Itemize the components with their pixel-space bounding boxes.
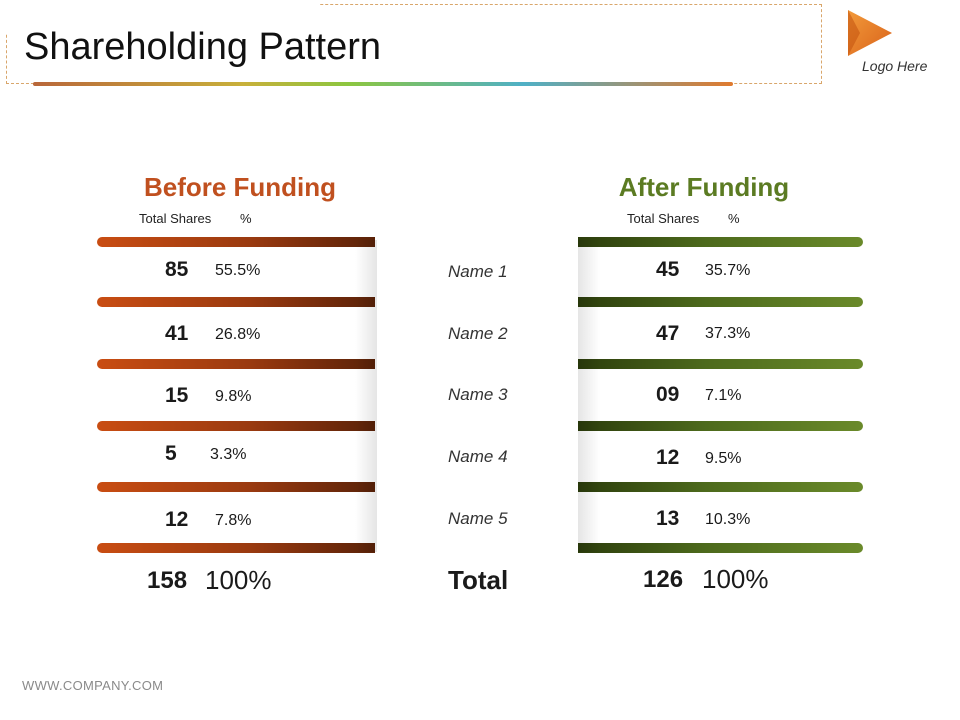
after-shares-2: 47 — [656, 322, 680, 345]
shareholder-name-5: Name 5 — [448, 509, 508, 528]
before-shares-5: 12 — [165, 508, 189, 531]
before-total-pct: 100% — [205, 565, 272, 595]
before-pct-1: 55.5% — [215, 262, 261, 279]
after-pct-1: 35.7% — [705, 262, 751, 279]
play-triangle-icon — [848, 10, 892, 56]
total-label: Total — [448, 565, 509, 595]
footer-url: WWW.COMPANY.COM — [22, 678, 164, 693]
before-panel-shadow — [355, 240, 377, 552]
before-col-shares-label: Total Shares — [139, 211, 212, 226]
after-divider-bar — [578, 359, 863, 369]
title-underline — [33, 82, 733, 86]
before-pct-4: 3.3% — [210, 446, 247, 463]
before-pct-3: 9.8% — [215, 388, 252, 405]
before-divider-bar — [97, 359, 375, 369]
after-col-pct-label: % — [728, 211, 740, 226]
after-pct-4: 9.5% — [705, 450, 742, 467]
title-frame-mask — [0, 0, 320, 34]
before-divider-bar — [97, 482, 375, 492]
before-shares-3: 15 — [165, 384, 189, 407]
shareholder-name-1: Name 1 — [448, 262, 508, 281]
before-col-pct-label: % — [240, 211, 252, 226]
before-shares-2: 41 — [165, 322, 189, 345]
after-funding-heading: After Funding — [618, 172, 790, 202]
after-shares-1: 45 — [656, 258, 680, 281]
shareholder-name-3: Name 3 — [448, 385, 508, 404]
after-total-pct: 100% — [702, 564, 769, 594]
after-shares-5: 13 — [656, 507, 680, 530]
logo-text: Logo Here — [862, 58, 928, 74]
before-funding-heading: Before Funding — [143, 172, 337, 202]
before-divider-bar — [97, 543, 375, 553]
after-pct-2: 37.3% — [705, 325, 751, 342]
shareholder-name-2: Name 2 — [448, 324, 508, 343]
before-divider-bar — [97, 297, 375, 307]
after-divider-bar — [578, 421, 863, 431]
before-pct-5: 7.8% — [215, 512, 252, 529]
after-shares-3: 09 — [656, 383, 680, 406]
after-divider-bar — [578, 297, 863, 307]
before-divider-bar — [97, 237, 375, 247]
before-pct-2: 26.8% — [215, 326, 261, 343]
before-divider-bar — [97, 421, 375, 431]
after-divider-bar — [578, 237, 863, 247]
after-shares-4: 12 — [656, 446, 680, 469]
before-shares-4: 5 — [165, 442, 177, 465]
page-title: Shareholding Pattern — [24, 26, 382, 68]
before-shares-1: 85 — [165, 258, 189, 281]
after-panel-shadow — [578, 240, 600, 552]
after-pct-3: 7.1% — [705, 387, 742, 404]
after-divider-bar — [578, 543, 863, 553]
shareholder-name-4: Name 4 — [448, 447, 508, 466]
after-col-shares-label: Total Shares — [627, 211, 700, 226]
after-pct-5: 10.3% — [705, 511, 751, 528]
after-total-shares: 126 — [643, 566, 684, 593]
before-total-shares: 158 — [147, 567, 188, 594]
after-divider-bar — [578, 482, 863, 492]
